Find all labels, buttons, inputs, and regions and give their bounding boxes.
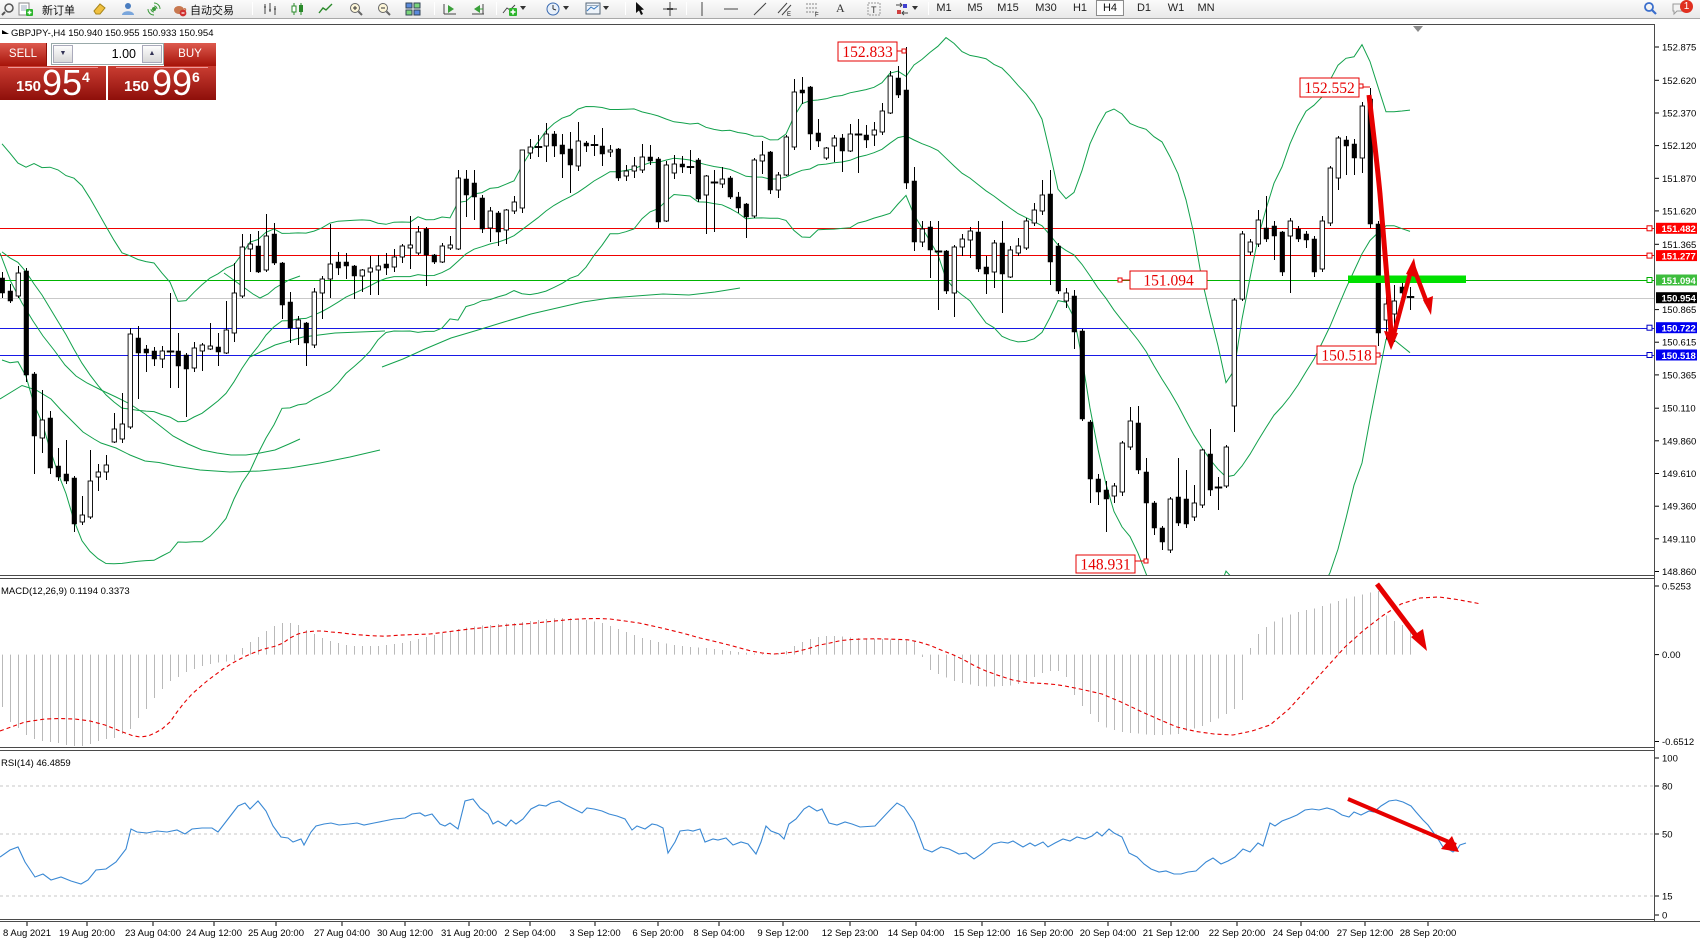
- svg-text:150.615: 150.615: [1662, 338, 1696, 349]
- svg-text:150.518: 150.518: [1321, 348, 1372, 365]
- svg-text:15: 15: [1662, 892, 1673, 903]
- svg-text:80: 80: [1662, 782, 1673, 793]
- svg-text:25 Aug 20:00: 25 Aug 20:00: [248, 928, 304, 939]
- svg-text:F: F: [815, 13, 819, 18]
- svg-text:151.094: 151.094: [1143, 273, 1194, 290]
- svg-text:21 Sep 12:00: 21 Sep 12:00: [1143, 928, 1200, 939]
- svg-text:16 Sep 20:00: 16 Sep 20:00: [1017, 928, 1074, 939]
- svg-text:152.120: 152.120: [1662, 141, 1696, 152]
- svg-text:3 Sep 12:00: 3 Sep 12:00: [569, 928, 620, 939]
- svg-text:27 Aug 04:00: 27 Aug 04:00: [314, 928, 370, 939]
- svg-text:152.370: 152.370: [1662, 109, 1696, 120]
- svg-text:152.552: 152.552: [1304, 80, 1354, 97]
- svg-text:14 Sep 04:00: 14 Sep 04:00: [888, 928, 945, 939]
- svg-text:19 Aug 20:00: 19 Aug 20:00: [59, 928, 115, 939]
- svg-text:0.00: 0.00: [1662, 650, 1681, 661]
- svg-text:2 Sep 04:00: 2 Sep 04:00: [504, 928, 555, 939]
- svg-text:151.365: 151.365: [1662, 240, 1696, 251]
- svg-text:151.870: 151.870: [1662, 174, 1696, 185]
- svg-text:E: E: [787, 12, 791, 17]
- svg-text:15 Sep 12:00: 15 Sep 12:00: [954, 928, 1011, 939]
- svg-text:-0.6512: -0.6512: [1662, 737, 1694, 748]
- svg-text:152.875: 152.875: [1662, 43, 1696, 54]
- svg-text:151.277: 151.277: [1662, 251, 1696, 262]
- svg-text:149.360: 149.360: [1662, 502, 1696, 513]
- svg-text:23 Aug 04:00: 23 Aug 04:00: [125, 928, 181, 939]
- svg-text:152.620: 152.620: [1662, 76, 1696, 87]
- svg-text:151.482: 151.482: [1662, 224, 1696, 235]
- svg-text:30 Aug 12:00: 30 Aug 12:00: [377, 928, 433, 939]
- svg-text:RSI(14) 46.4859: RSI(14) 46.4859: [1, 758, 71, 769]
- svg-text:T: T: [871, 5, 877, 15]
- svg-text:148.860: 148.860: [1662, 567, 1696, 578]
- svg-text:22 Sep 20:00: 22 Sep 20:00: [1209, 928, 1266, 939]
- svg-text:6 Sep 20:00: 6 Sep 20:00: [632, 928, 683, 939]
- svg-text:152.833: 152.833: [842, 44, 893, 61]
- svg-text:8 Sep 04:00: 8 Sep 04:00: [693, 928, 744, 939]
- svg-text:GBPJPY-,H4 150.940 150.955 15: GBPJPY-,H4 150.940 150.955 150.933 150.9…: [11, 28, 213, 39]
- svg-text:20 Sep 04:00: 20 Sep 04:00: [1080, 928, 1137, 939]
- svg-text:28 Sep 20:00: 28 Sep 20:00: [1400, 928, 1457, 939]
- svg-text:148.931: 148.931: [1080, 557, 1130, 574]
- svg-text:24 Sep 04:00: 24 Sep 04:00: [1273, 928, 1330, 939]
- svg-text:31 Aug 20:00: 31 Aug 20:00: [441, 928, 497, 939]
- svg-text:150.518: 150.518: [1662, 351, 1696, 362]
- svg-text:150.865: 150.865: [1662, 305, 1696, 316]
- svg-text:50: 50: [1662, 830, 1673, 841]
- svg-text:9 Sep 12:00: 9 Sep 12:00: [757, 928, 808, 939]
- svg-text:149.860: 149.860: [1662, 436, 1696, 447]
- svg-text:150.365: 150.365: [1662, 370, 1696, 381]
- svg-text:0: 0: [1662, 911, 1667, 922]
- svg-text:149.610: 149.610: [1662, 469, 1696, 480]
- svg-text:150.110: 150.110: [1662, 404, 1696, 415]
- svg-text:8 Aug 2021: 8 Aug 2021: [3, 928, 51, 939]
- svg-text:150.722: 150.722: [1662, 324, 1696, 335]
- svg-text:149.110: 149.110: [1662, 534, 1696, 545]
- svg-text:100: 100: [1662, 754, 1678, 765]
- svg-text:151.094: 151.094: [1662, 276, 1697, 287]
- svg-text:24 Aug 12:00: 24 Aug 12:00: [186, 928, 242, 939]
- svg-text:MACD(12,26,9) 0.1194 0.3373: MACD(12,26,9) 0.1194 0.3373: [1, 586, 130, 597]
- svg-text:27 Sep 12:00: 27 Sep 12:00: [1337, 928, 1394, 939]
- svg-text:0.5253: 0.5253: [1662, 582, 1691, 593]
- svg-text:12 Sep 23:00: 12 Sep 23:00: [822, 928, 879, 939]
- svg-text:151.620: 151.620: [1662, 206, 1696, 217]
- svg-text:150.954: 150.954: [1662, 294, 1697, 305]
